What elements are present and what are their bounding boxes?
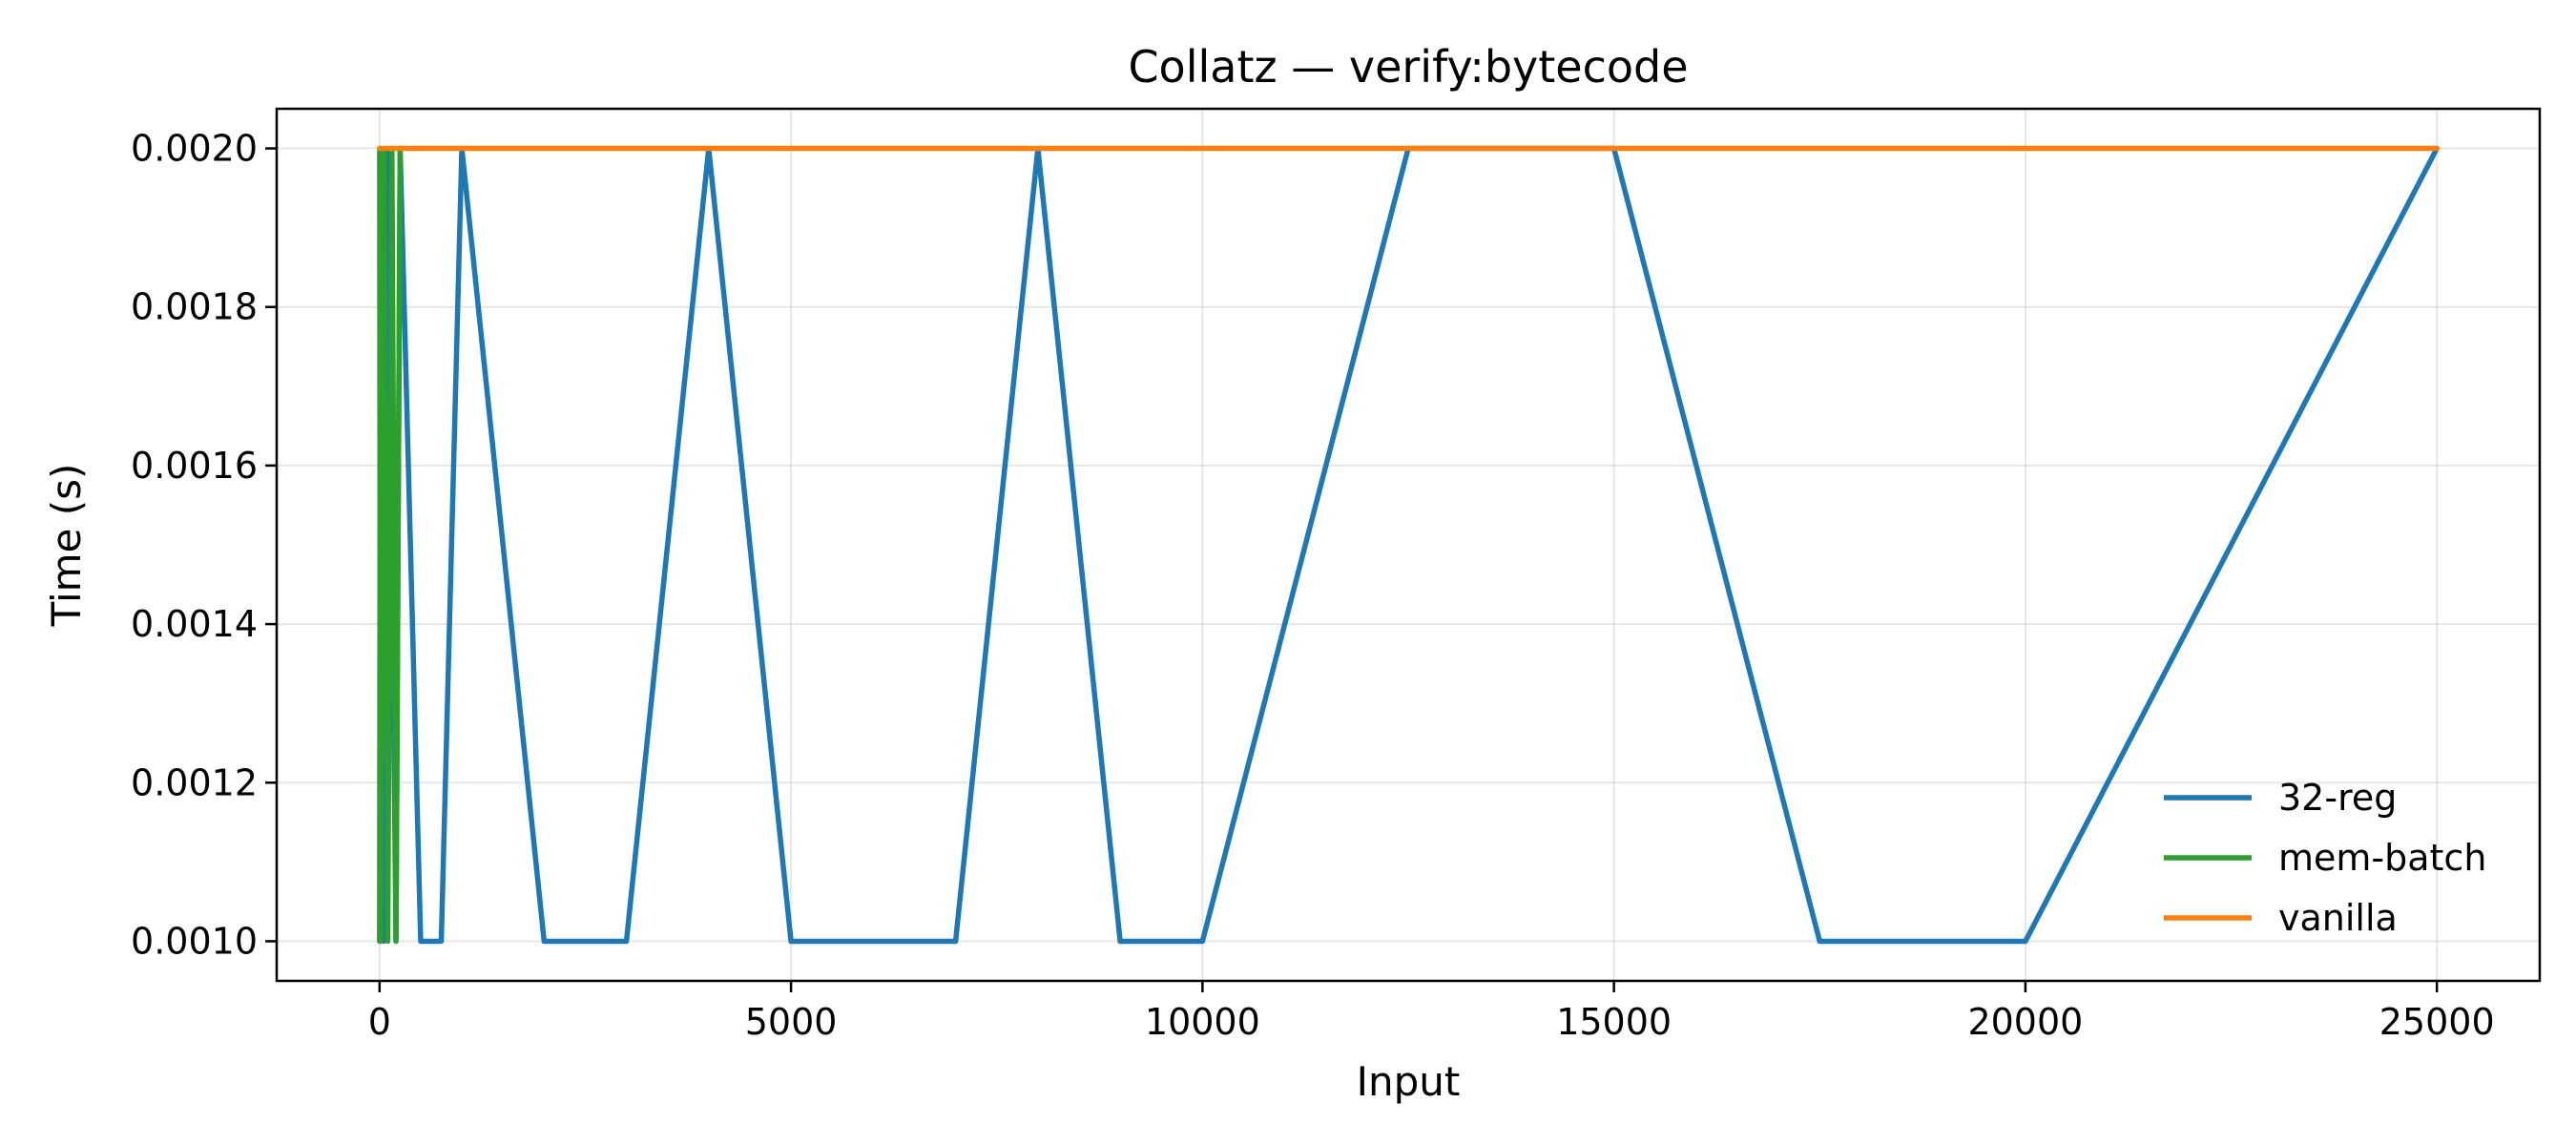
y-axis-label: Time (s) <box>43 464 90 628</box>
x-axis-label: Input <box>1357 1058 1461 1105</box>
x-tick-label: 10000 <box>1145 1001 1260 1043</box>
grid <box>277 109 2540 981</box>
chart-title: Collatz — verify:bytecode <box>1128 41 1688 93</box>
legend: 32-reg mem-batch vanilla <box>2164 777 2486 939</box>
y-tick-label: 0.0020 <box>131 128 258 170</box>
x-tick-label: 25000 <box>2379 1001 2495 1043</box>
x-tick-label: 15000 <box>1556 1001 1672 1043</box>
y-tick-label: 0.0010 <box>131 920 258 962</box>
y-tick-label: 0.0014 <box>131 603 258 645</box>
legend-label-32-reg: 32-reg <box>2278 777 2397 819</box>
x-axis-ticks: 0 5000 10000 15000 20000 25000 <box>368 981 2495 1043</box>
plot-frame <box>275 107 2542 983</box>
y-tick-label: 0.0018 <box>131 286 258 328</box>
legend-label-vanilla: vanilla <box>2278 897 2398 939</box>
y-tick-label: 0.0012 <box>131 761 258 803</box>
x-tick-label: 0 <box>368 1001 391 1043</box>
series-layer <box>377 145 2440 945</box>
y-tick-label: 0.0016 <box>131 445 258 487</box>
x-tick-label: 5000 <box>745 1001 838 1043</box>
series-line-32-reg <box>377 145 2440 945</box>
legend-label-mem-batch: mem-batch <box>2278 837 2486 879</box>
x-tick-label: 20000 <box>1967 1001 2083 1043</box>
y-axis-ticks: 0.0010 0.0012 0.0014 0.0016 0.0018 0.0020 <box>131 128 277 962</box>
series-line-mem-batch <box>377 145 404 945</box>
